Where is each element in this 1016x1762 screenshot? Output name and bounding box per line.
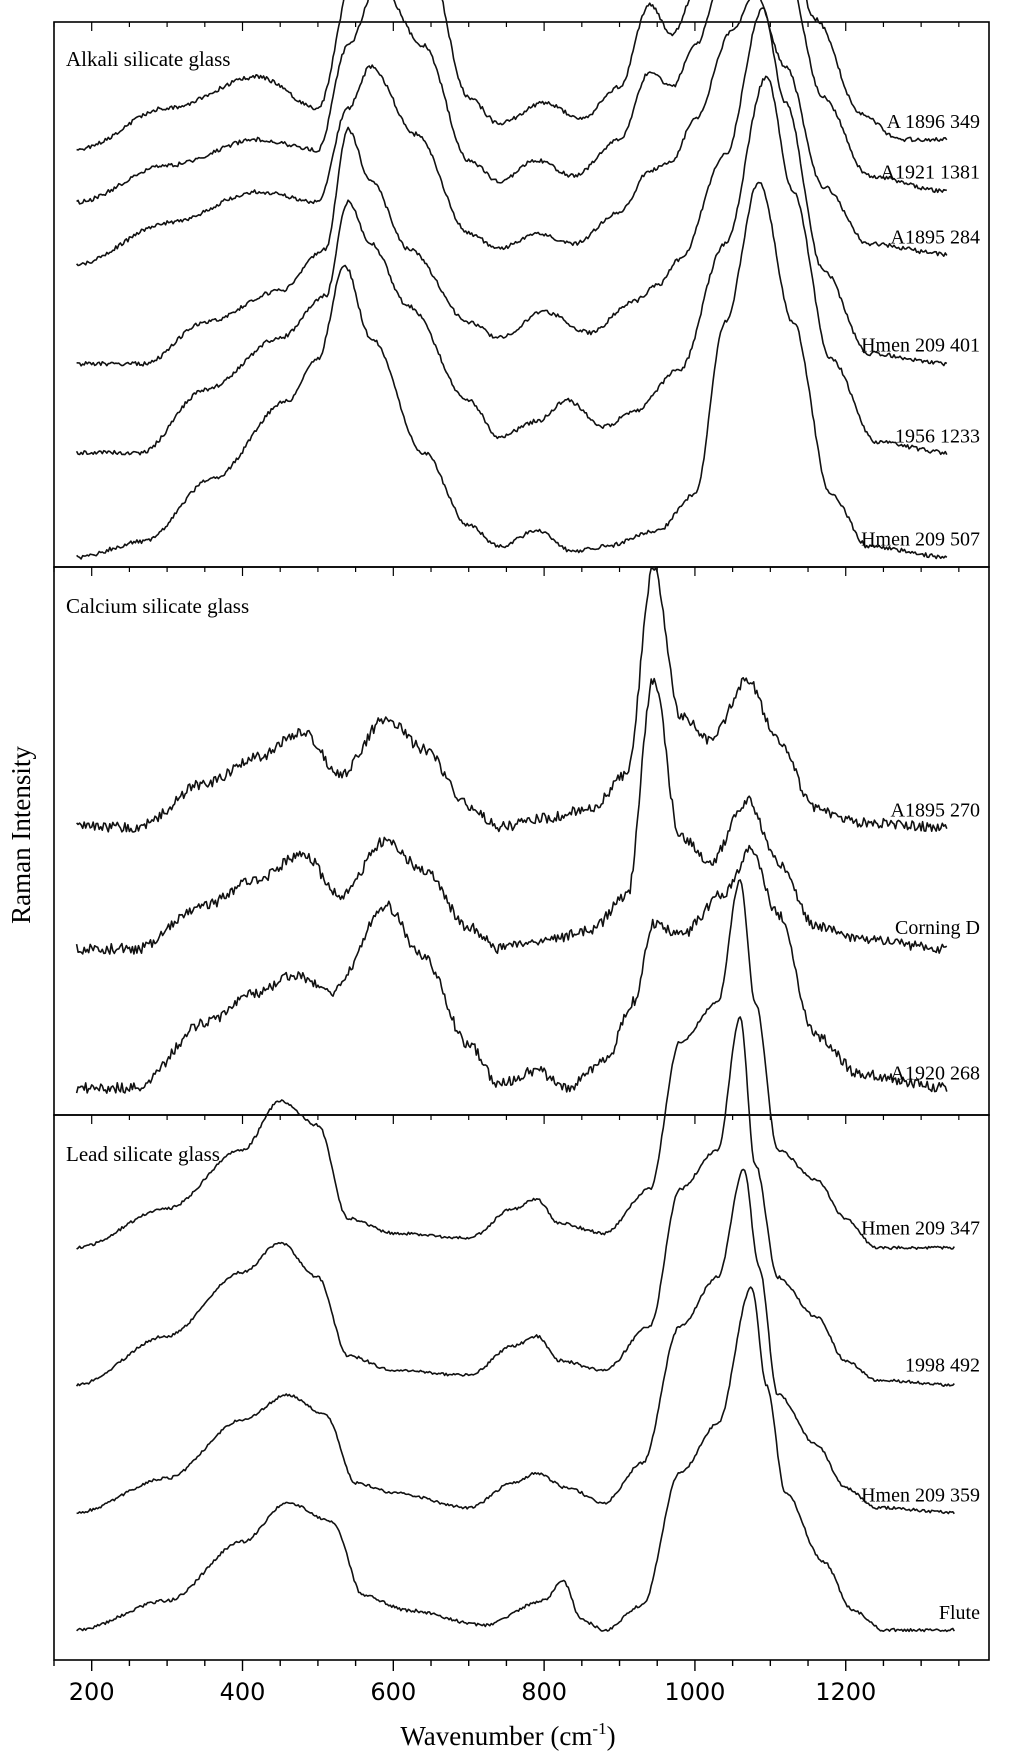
series-line-hmen-209-507: [76, 181, 948, 560]
panel-title: Alkali silicate glass: [66, 47, 230, 71]
series-label-hmen-209-507: Hmen 209 507: [861, 528, 980, 550]
x-axis-label-superscript: -1: [592, 1719, 606, 1738]
series-label-flute: Flute: [939, 1602, 980, 1624]
y-axis-label: Raman Intensity: [6, 746, 36, 924]
x-tick-label-400: 400: [220, 1678, 266, 1706]
panel-alkali-silicate-glass: Alkali silicate glass A 1896 349 A1921 138…: [53, 0, 990, 568]
x-tick-label-800: 800: [521, 1678, 567, 1706]
series-line-a1895-284: [76, 0, 948, 267]
series-line-a1920-268: [75, 844, 948, 1094]
x-axis-label-text: Wavenumber (cm: [400, 1721, 592, 1751]
series-label-a-1896-349: A 1896 349: [887, 111, 980, 133]
series-line-hmen-209-347: [76, 879, 955, 1251]
panels: Alkali silicate glass A 1896 349 A1921 138…: [53, 0, 990, 1661]
panel-calcium-silicate-glass: Calcium silicate glass A1895 270 Corning D…: [53, 566, 990, 1116]
panel-frame: [53, 1114, 990, 1661]
series-line-hmen-209-359: [76, 1168, 955, 1515]
x-tick-label-1000: 1000: [664, 1678, 725, 1706]
series-label-a1920-268: A1920 268: [891, 1063, 980, 1085]
x-axis-label-close: ): [607, 1721, 616, 1751]
series-label-hmen-209-401: Hmen 209 401: [861, 334, 980, 356]
series-line-flute: [76, 1286, 955, 1633]
series-label-corning-d: Corning D: [895, 917, 980, 939]
panel-title: Lead silicate glass: [66, 1142, 220, 1166]
panel-title: Calcium silicate glass: [66, 594, 249, 618]
series-line-a-1896-349: [76, 0, 948, 151]
panel-lead-silicate-glass: Lead silicate glass Hmen 209 347 1998 492 H…: [53, 879, 990, 1661]
series-line-corning-d: [75, 677, 948, 955]
series-label-1956-1233: 1956 1233: [895, 426, 980, 448]
x-tick-label-200: 200: [69, 1678, 115, 1706]
series-line-a1895-270: [76, 567, 948, 833]
series-line-1956-1233: [75, 75, 948, 456]
series-line-a1921-1381: [76, 0, 947, 205]
series-label-1998-492: 1998 492: [905, 1355, 980, 1377]
series-label-hmen-209-347: Hmen 209 347: [861, 1218, 980, 1240]
x-axis-label: Wavenumber (cm-1): [400, 1719, 615, 1751]
series-label-hmen-209-359: Hmen 209 359: [861, 1485, 980, 1507]
series-label-a1895-270: A1895 270: [891, 800, 980, 822]
series-line-hmen-209-401: [76, 7, 948, 367]
series-label-a1895-284: A1895 284: [891, 226, 980, 248]
series-label-a1921-1381: A1921 1381: [881, 161, 980, 183]
x-tick-label-600: 600: [370, 1678, 416, 1706]
x-axis: 200 400 600 800 1000 1200: [53, 1660, 960, 1706]
x-tick-label-1200: 1200: [815, 1678, 876, 1706]
series-line-1998-492: [75, 1016, 955, 1387]
